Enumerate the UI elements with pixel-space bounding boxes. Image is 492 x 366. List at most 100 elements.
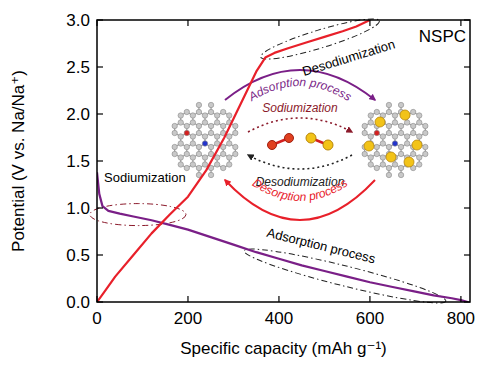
sodium-atom — [306, 133, 316, 143]
atom — [417, 113, 422, 118]
atom — [184, 109, 189, 114]
atom — [196, 165, 201, 170]
atom — [233, 123, 238, 128]
atom — [227, 134, 232, 139]
atom — [410, 130, 415, 135]
atom — [208, 172, 213, 177]
x-tick-label: 600 — [356, 309, 384, 328]
atom — [386, 130, 391, 135]
atom — [392, 141, 397, 146]
atom — [374, 165, 379, 170]
atom — [410, 109, 415, 114]
y-tick — [97, 113, 103, 114]
sodium-atom — [412, 140, 422, 150]
sodium-atom — [323, 140, 333, 150]
atom — [178, 134, 183, 139]
y-tick — [97, 207, 103, 208]
atom — [196, 151, 201, 156]
y-tick — [464, 19, 470, 20]
atom — [220, 123, 225, 128]
atom — [184, 151, 189, 156]
series-line — [97, 172, 468, 302]
x-tick-label: 800 — [447, 309, 475, 328]
x-tick — [187, 296, 188, 302]
desodiumization-arrow — [248, 155, 352, 169]
y-tick-label: 2.5 — [66, 58, 90, 77]
atom — [417, 155, 422, 160]
x-tick — [96, 296, 97, 302]
inset-label: Desorption process — [250, 176, 350, 204]
atom — [417, 134, 422, 139]
x-tick — [187, 20, 188, 26]
atom — [386, 165, 391, 170]
y-tick — [97, 66, 103, 67]
atom — [398, 102, 403, 107]
sodium-atom — [400, 110, 410, 120]
y-tick — [97, 160, 103, 161]
atom — [398, 123, 403, 128]
atom — [362, 130, 367, 135]
atom — [404, 120, 409, 125]
x-tick-label: 400 — [265, 309, 293, 328]
atom — [380, 141, 385, 146]
x-axis-title: Specific capacity (mAh g⁻¹) — [180, 339, 386, 358]
annotation: Desodiumization — [301, 36, 397, 78]
atom — [386, 102, 391, 107]
sodiumization-arrow — [248, 118, 352, 132]
x-tick — [369, 20, 370, 26]
atom — [172, 130, 177, 135]
atom — [404, 134, 409, 139]
atom — [220, 165, 225, 170]
atom — [178, 162, 183, 167]
atom — [208, 102, 213, 107]
atom — [190, 155, 195, 160]
atom — [227, 155, 232, 160]
atom — [417, 162, 422, 167]
atom — [208, 109, 213, 114]
atom — [196, 102, 201, 107]
atom — [285, 134, 294, 143]
atom — [227, 141, 232, 146]
atom — [190, 113, 195, 118]
atom — [190, 120, 195, 125]
atom — [398, 172, 403, 177]
atom — [404, 141, 409, 146]
atom — [386, 123, 391, 128]
atom — [208, 130, 213, 135]
atom — [423, 123, 428, 128]
annotation: Sodiumization — [104, 170, 186, 185]
sodium-atom — [364, 141, 374, 151]
atom — [423, 151, 428, 156]
x-tick — [460, 296, 461, 302]
y-tick-label: 1.5 — [66, 152, 90, 171]
inset — [172, 70, 428, 220]
atom — [178, 120, 183, 125]
atom — [380, 134, 385, 139]
atom — [184, 123, 189, 128]
inset-label-path: Desorption process — [250, 176, 350, 204]
atom — [208, 144, 213, 149]
atom — [368, 113, 373, 118]
y-tick — [464, 66, 470, 67]
atom — [178, 155, 183, 160]
x-tick — [369, 296, 370, 302]
x-tick — [460, 20, 461, 26]
atom — [227, 113, 232, 118]
plot-frame — [97, 20, 470, 302]
atom — [398, 165, 403, 170]
atom — [423, 144, 428, 149]
atom — [233, 144, 238, 149]
y-tick-label: 3.0 — [66, 11, 90, 30]
atom — [380, 162, 385, 167]
atom — [368, 155, 373, 160]
atom — [220, 151, 225, 156]
atom — [368, 162, 373, 167]
atom — [374, 130, 379, 135]
atom — [184, 144, 189, 149]
atom — [374, 151, 379, 156]
x-tick — [96, 20, 97, 26]
molecule-right — [362, 102, 428, 177]
atom — [172, 144, 177, 149]
atom — [362, 123, 367, 128]
atom — [362, 151, 367, 156]
